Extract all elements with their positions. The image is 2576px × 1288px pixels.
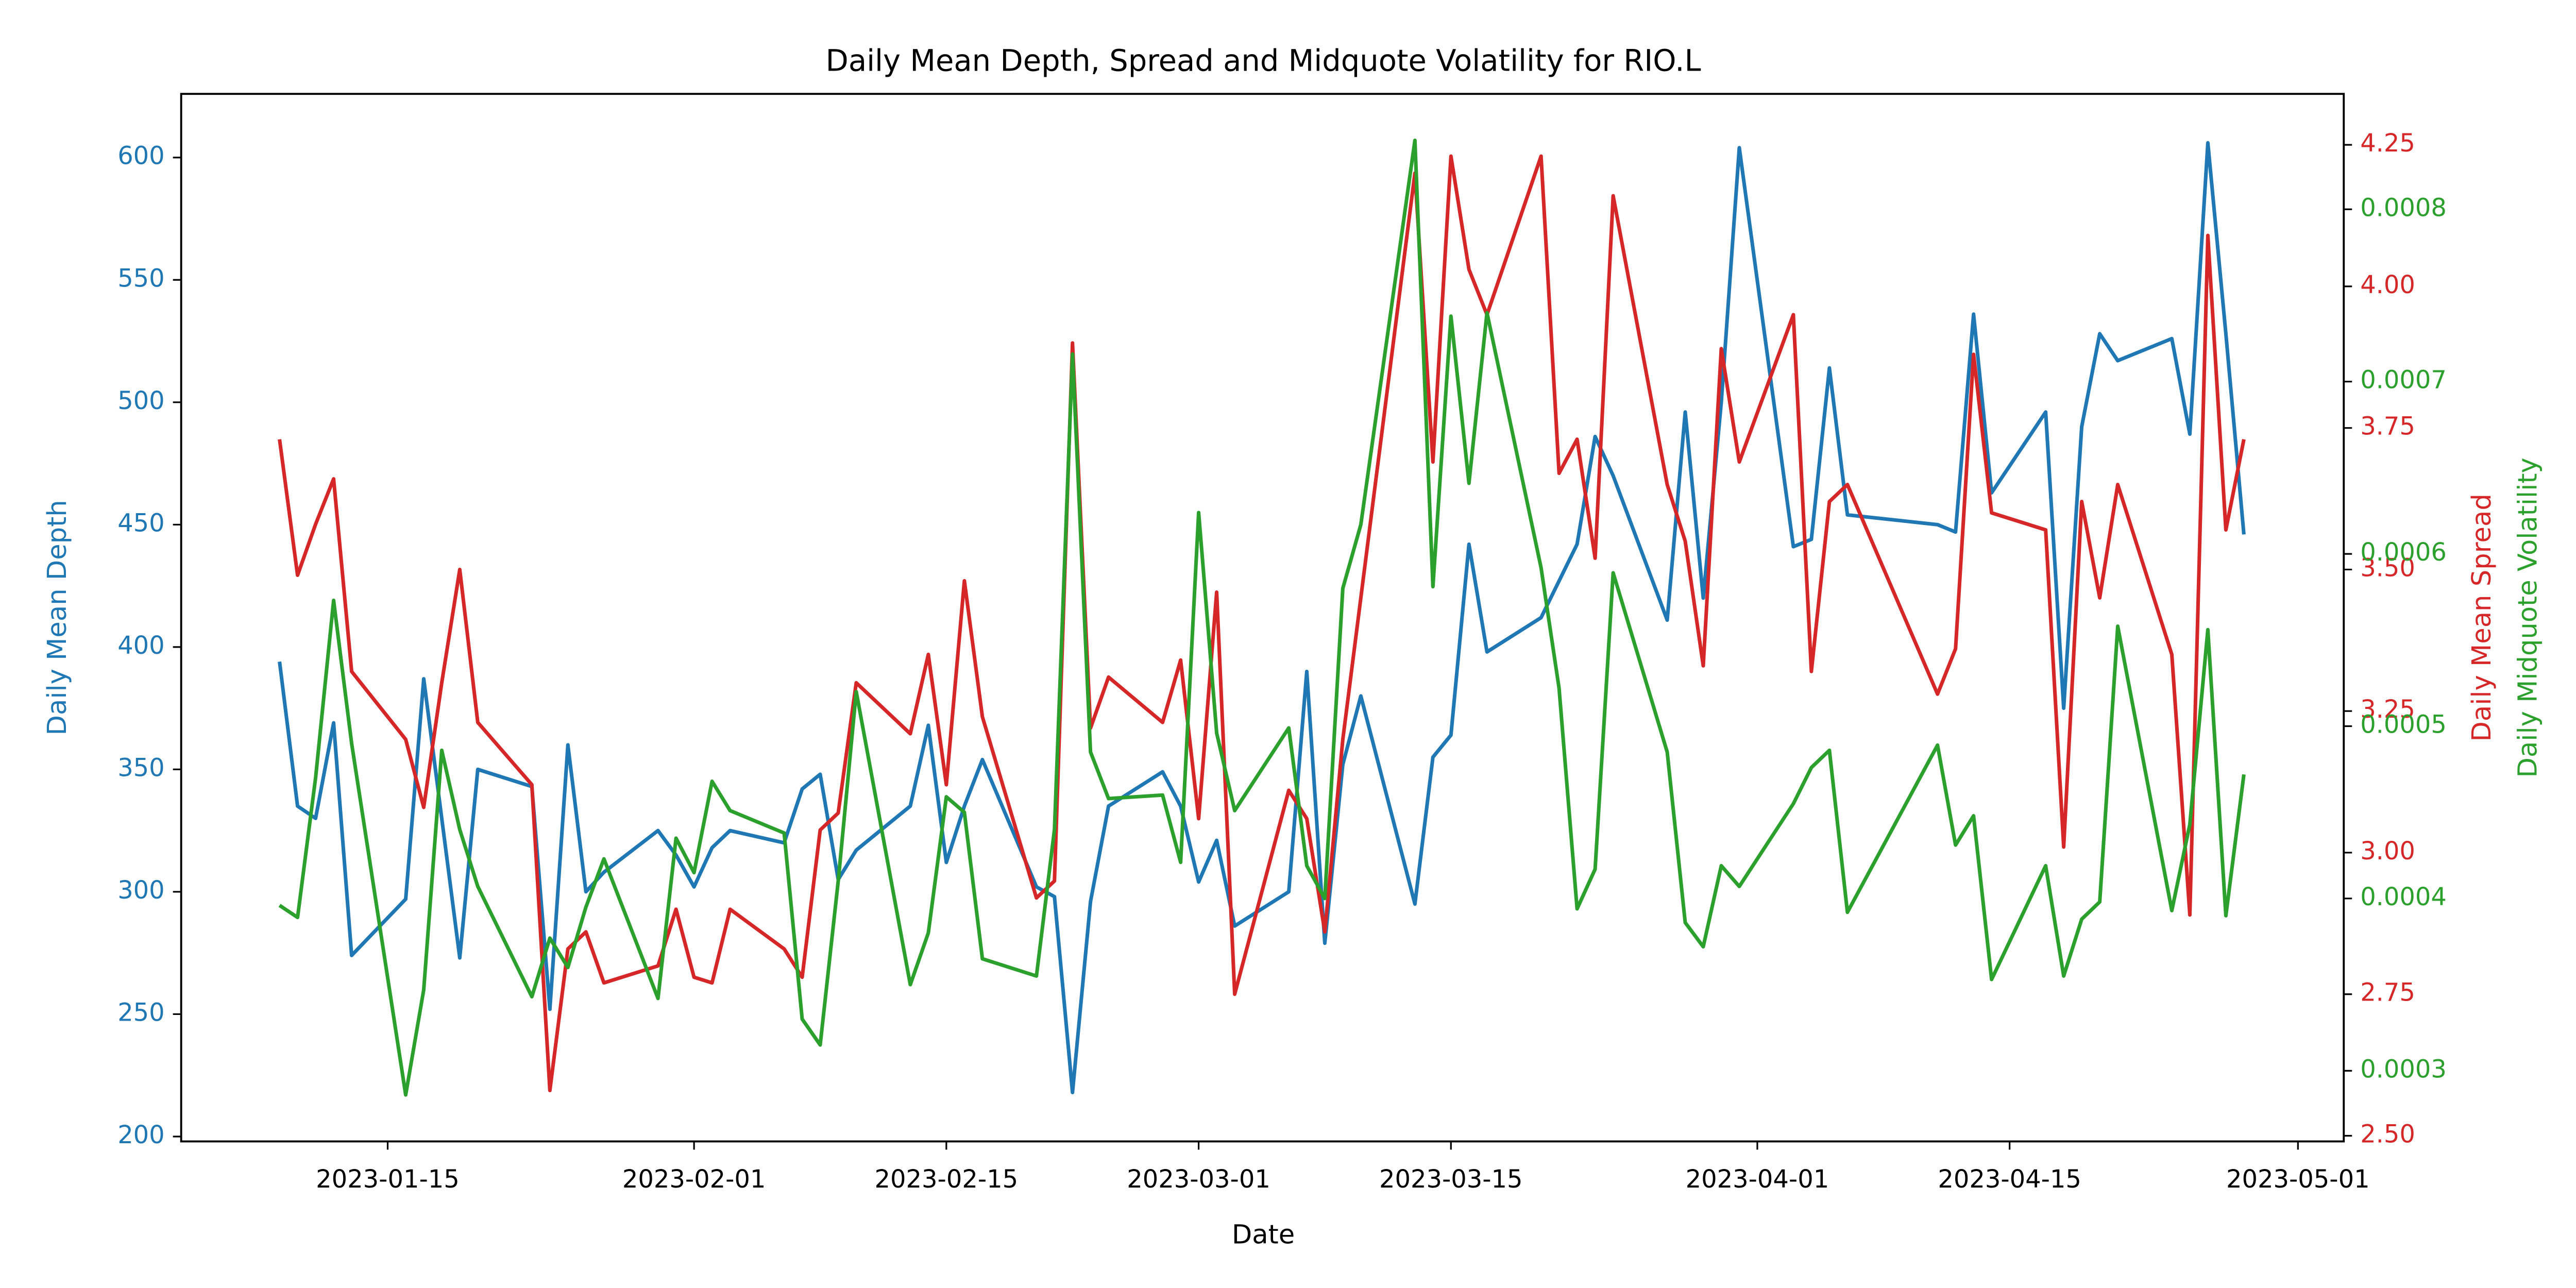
y3ticks-tick-label: 0.0007 bbox=[2360, 366, 2447, 395]
yticks-tick-label: 550 bbox=[117, 264, 164, 293]
line-series bbox=[278, 154, 2246, 1093]
yticks-tick-label: 300 bbox=[117, 876, 164, 905]
y-axis-label: Daily Mean Depth bbox=[42, 500, 73, 735]
y2ticks-tick-label: 3.00 bbox=[2360, 837, 2415, 866]
x-tick-label: 2023-01-15 bbox=[316, 1165, 460, 1194]
y3ticks-tick-label: 0.0003 bbox=[2360, 1055, 2447, 1083]
y2ticks-tick-label: 3.75 bbox=[2360, 412, 2415, 441]
plot-frame bbox=[180, 93, 2345, 1143]
y3ticks-tick-label: 0.0004 bbox=[2360, 883, 2447, 911]
y3ticks-tick-label: 0.0008 bbox=[2360, 193, 2447, 222]
line-series bbox=[278, 141, 2246, 1094]
y3ticks-tick-label: 0.0006 bbox=[2360, 538, 2447, 567]
x-axis-label: Date bbox=[1232, 1220, 1295, 1250]
y3-axis-label: Daily Midquote Volatility bbox=[2513, 457, 2543, 777]
x-tick-label: 2023-03-01 bbox=[1127, 1165, 1270, 1194]
x-tick-label: 2023-04-15 bbox=[1938, 1165, 2081, 1194]
x-tick-label: 2023-05-01 bbox=[2226, 1165, 2370, 1194]
x-tick-label: 2023-02-15 bbox=[875, 1165, 1019, 1194]
y2ticks-tick-label: 4.00 bbox=[2360, 270, 2415, 299]
yticks-tick-label: 500 bbox=[117, 386, 164, 415]
y2ticks-tick-label: 3.50 bbox=[2360, 553, 2415, 582]
yticks-tick-label: 200 bbox=[117, 1121, 164, 1149]
y2ticks-tick-label: 4.25 bbox=[2360, 129, 2415, 158]
yticks-tick-label: 600 bbox=[117, 142, 164, 171]
yticks-tick-label: 250 bbox=[117, 998, 164, 1027]
y3ticks-tick-label: 0.0005 bbox=[2360, 710, 2447, 739]
x-tick-label: 2023-02-01 bbox=[622, 1165, 766, 1194]
line-series bbox=[278, 138, 2246, 1097]
x-tick-label: 2023-04-01 bbox=[1686, 1165, 1829, 1194]
yticks-tick-label: 400 bbox=[117, 631, 164, 660]
yticks-tick-label: 350 bbox=[117, 753, 164, 782]
yticks-tick-label: 450 bbox=[117, 509, 164, 537]
y2-axis-label: Daily Mean Spread bbox=[2467, 494, 2497, 741]
chart-title: Daily Mean Depth, Spread and Midquote Vo… bbox=[826, 43, 1701, 78]
x-tick-label: 2023-03-15 bbox=[1379, 1165, 1523, 1194]
y2ticks-tick-label: 2.50 bbox=[2360, 1120, 2415, 1148]
y2ticks-tick-label: 3.25 bbox=[2360, 695, 2415, 724]
y2ticks-tick-label: 2.75 bbox=[2360, 978, 2415, 1007]
